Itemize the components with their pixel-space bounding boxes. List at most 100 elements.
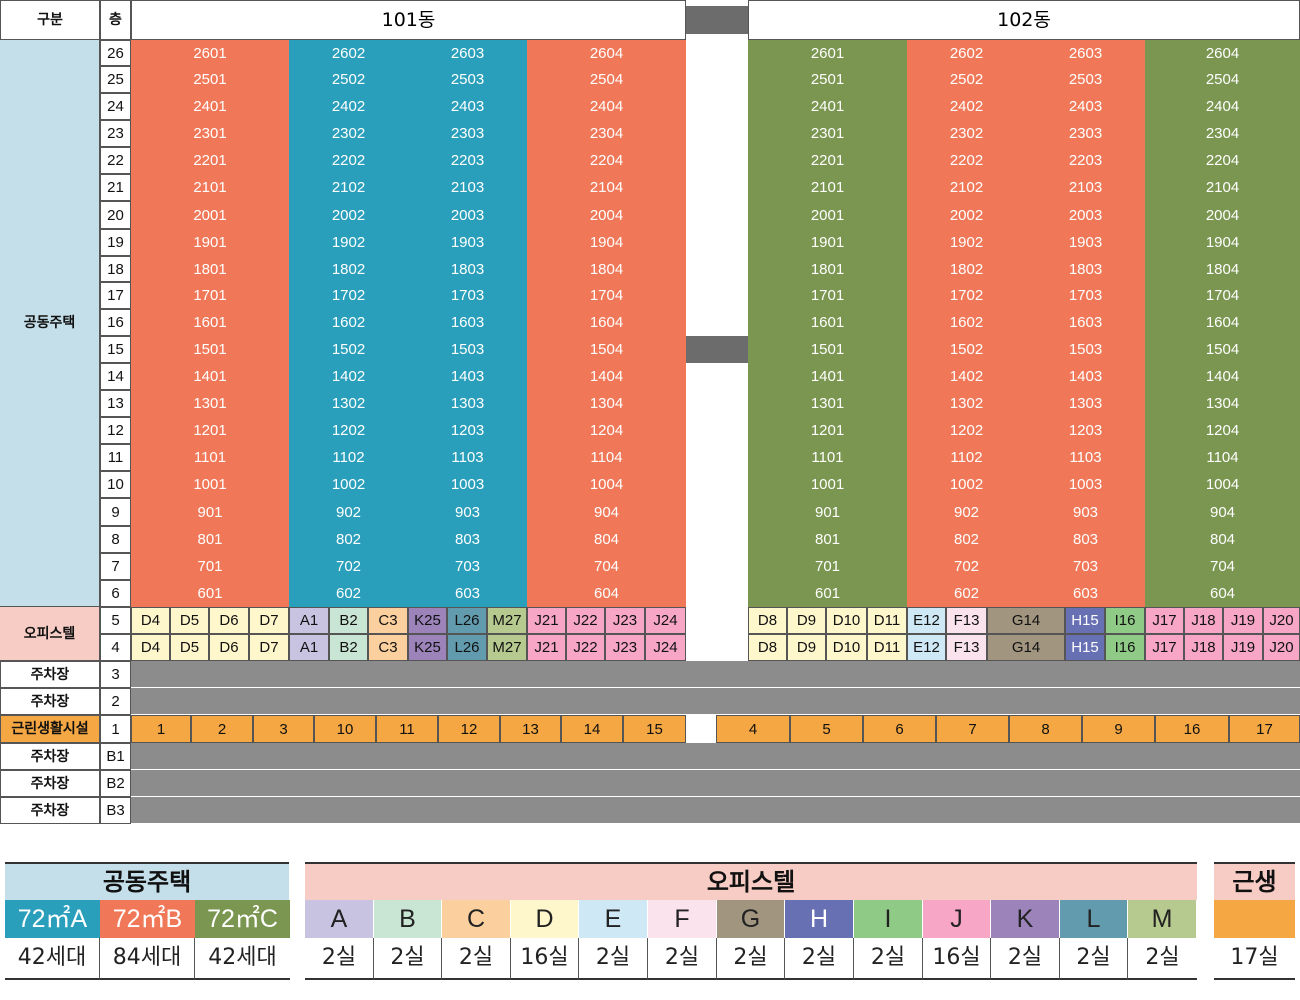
unit-101: 2003 — [408, 201, 527, 229]
unit-102: 1201 — [748, 417, 907, 444]
unit-102: 1504 — [1145, 336, 1300, 363]
unit-101: 2303 — [408, 120, 527, 147]
unit-102: 2603 — [1026, 40, 1145, 66]
unit-102: 1503 — [1026, 336, 1145, 363]
unit-101: 1702 — [289, 282, 408, 309]
unit-101: 1104 — [527, 444, 686, 471]
unit-102: 1301 — [748, 390, 907, 417]
unit-101: 1604 — [527, 309, 686, 336]
unit-101: 2401 — [131, 93, 289, 120]
officetel-unit-101: J23 — [605, 607, 645, 634]
unit-102: 1602 — [907, 309, 1026, 336]
retail-unit-102: 17 — [1229, 715, 1300, 743]
unit-102: 2604 — [1145, 40, 1300, 66]
floor-label: 10 — [100, 471, 131, 498]
unit-101: 2004 — [527, 201, 686, 229]
unit-101: 704 — [527, 553, 686, 580]
officetel-unit-102: J17 — [1145, 634, 1184, 661]
floor-label: 8 — [100, 526, 131, 553]
unit-102: 1401 — [748, 363, 907, 390]
unit-101: 1002 — [289, 471, 408, 498]
officetel-unit-102: H15 — [1065, 607, 1105, 634]
retail-unit-102: 7 — [936, 715, 1009, 743]
unit-101: 1004 — [527, 471, 686, 498]
officetel-unit-102: I16 — [1105, 634, 1145, 661]
retail-unit-101: 12 — [438, 715, 500, 743]
legend-officetel-type: E — [579, 900, 648, 938]
legend-officetel-type: G — [717, 900, 785, 938]
legend-apartment-type: 72㎡A — [5, 900, 100, 938]
parking-band — [131, 743, 1300, 770]
header-floor: 층 — [100, 0, 131, 40]
legend-officetel-type: H — [785, 900, 854, 938]
officetel-unit-102: J19 — [1223, 634, 1263, 661]
legend-officetel-count: 2실 — [305, 938, 374, 980]
legend-officetel-type: J — [923, 900, 991, 938]
floor-label: 24 — [100, 93, 131, 120]
unit-102: 2602 — [907, 40, 1026, 66]
unit-101: 1701 — [131, 282, 289, 309]
officetel-unit-102: J18 — [1184, 607, 1223, 634]
legend-officetel-type: B — [374, 900, 442, 938]
unit-101: 2201 — [131, 147, 289, 174]
connector-bar — [686, 336, 748, 363]
unit-101: 2301 — [131, 120, 289, 147]
unit-101: 2001 — [131, 201, 289, 229]
legend-officetel-type: I — [854, 900, 923, 938]
unit-102: 1904 — [1145, 229, 1300, 256]
unit-102: 1003 — [1026, 471, 1145, 498]
officetel-unit-102: I16 — [1105, 607, 1145, 634]
unit-102: 2001 — [748, 201, 907, 229]
legend-retail-title: 근생 — [1214, 862, 1295, 900]
unit-101: 1501 — [131, 336, 289, 363]
unit-101: 1404 — [527, 363, 686, 390]
unit-102: 2002 — [907, 201, 1026, 229]
unit-102: 802 — [907, 526, 1026, 553]
legend-officetel-title: 오피스텔 — [305, 862, 1197, 900]
category-parking: 주차장 — [0, 661, 100, 688]
retail-unit-101: 2 — [191, 715, 253, 743]
unit-101: 701 — [131, 553, 289, 580]
unit-101: 604 — [527, 580, 686, 607]
officetel-unit-101: B2 — [329, 607, 368, 634]
unit-102: 2104 — [1145, 174, 1300, 201]
officetel-unit-101: D6 — [209, 634, 249, 661]
officetel-unit-102: D11 — [867, 607, 907, 634]
unit-102: 2304 — [1145, 120, 1300, 147]
unit-101: 902 — [289, 498, 408, 526]
officetel-unit-101: A1 — [289, 607, 329, 634]
unit-101: 1003 — [408, 471, 527, 498]
floor-label: 13 — [100, 390, 131, 417]
unit-102: 2301 — [748, 120, 907, 147]
floor-label: 15 — [100, 336, 131, 363]
floor-label: 7 — [100, 553, 131, 580]
officetel-unit-101: J23 — [605, 634, 645, 661]
officetel-unit-102: H15 — [1065, 634, 1105, 661]
officetel-unit-102: D8 — [748, 607, 787, 634]
unit-102: 2202 — [907, 147, 1026, 174]
officetel-unit-102: F13 — [946, 634, 987, 661]
retail-unit-101: 13 — [500, 715, 561, 743]
unit-101: 2403 — [408, 93, 527, 120]
unit-102: 1103 — [1026, 444, 1145, 471]
unit-102: 701 — [748, 553, 907, 580]
unit-102: 1303 — [1026, 390, 1145, 417]
floor-label: 11 — [100, 444, 131, 471]
unit-102: 2003 — [1026, 201, 1145, 229]
unit-101: 903 — [408, 498, 527, 526]
unit-101: 2602 — [289, 40, 408, 66]
officetel-unit-102: G14 — [987, 634, 1065, 661]
unit-101: 602 — [289, 580, 408, 607]
officetel-unit-101: J24 — [645, 607, 686, 634]
retail-unit-101: 1 — [131, 715, 191, 743]
category-apartment: 공동주택 — [0, 40, 100, 607]
officetel-unit-102: F13 — [946, 607, 987, 634]
unit-102: 2501 — [748, 66, 907, 93]
unit-101: 1503 — [408, 336, 527, 363]
unit-101: 1402 — [289, 363, 408, 390]
legend-officetel-count: 2실 — [374, 938, 442, 980]
unit-101: 1102 — [289, 444, 408, 471]
unit-102: 1202 — [907, 417, 1026, 444]
unit-101: 2202 — [289, 147, 408, 174]
unit-102: 702 — [907, 553, 1026, 580]
